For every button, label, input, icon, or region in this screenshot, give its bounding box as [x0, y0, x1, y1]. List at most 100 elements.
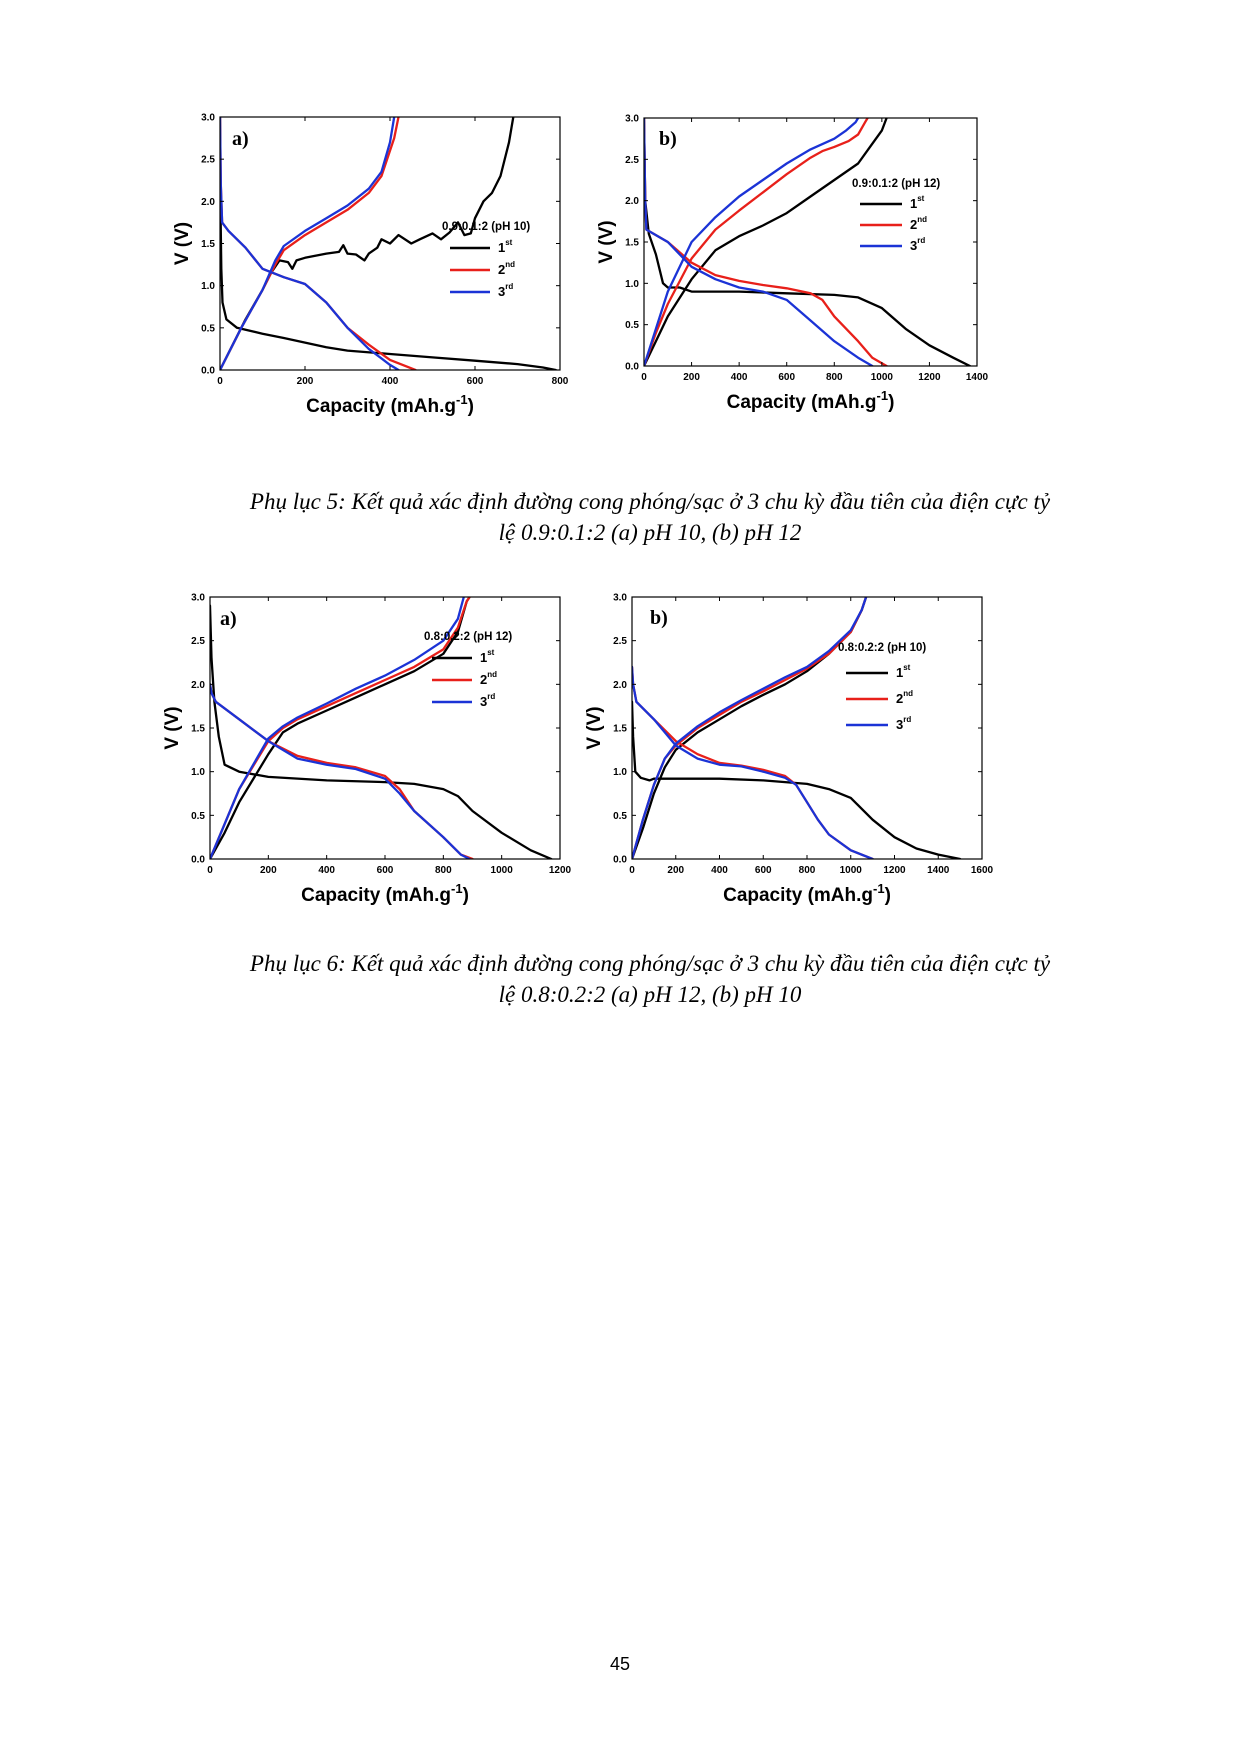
x-tick-label: 800: [435, 865, 452, 876]
legend-label-sup: nd: [917, 215, 927, 224]
legend-label-num: 3: [910, 238, 917, 253]
series-group: [210, 597, 553, 859]
y-tick-label: 3.0: [625, 114, 639, 125]
x-tick-label: 600: [377, 865, 394, 876]
caption-phu-luc-5-line2: lệ 0.9:0.1:2 (a) pH 10, (b) pH 12: [498, 520, 802, 545]
legend-label-num: 1: [498, 240, 505, 255]
series-group: [632, 597, 962, 859]
x-axis-title-sup: -1: [873, 881, 885, 896]
y-tick-label: 2.0: [201, 197, 215, 208]
y-axis-title: V (V): [172, 222, 193, 265]
legend-label-sup: st: [903, 663, 910, 672]
legend-label-sup: rd: [487, 692, 495, 701]
x-tick-label: 600: [755, 865, 772, 876]
series-2-discharge-line: [644, 118, 888, 366]
x-axis-title-main: Capacity (mAh.g: [301, 885, 451, 906]
series-3-discharge-line: [220, 117, 400, 370]
series-3-discharge-line: [632, 665, 874, 859]
x-axis-title: Capacity (mAh.g-1): [301, 881, 469, 906]
legend-label-num: 2: [480, 672, 487, 687]
legend-label-sup: rd: [505, 282, 513, 291]
series-3-charge-line: [220, 117, 396, 370]
y-axis-title: V (V): [162, 706, 183, 749]
legend-label-2: 2nd: [896, 689, 913, 706]
x-tick-label: 1200: [549, 865, 572, 876]
y-tick-label: 1.0: [613, 767, 627, 778]
legend-label-sup: nd: [505, 260, 515, 269]
x-tick-label: 1200: [918, 372, 941, 383]
legend-title: 0.9:0.1:2 (pH 12): [852, 178, 940, 190]
legend-label-num: 2: [896, 691, 903, 706]
legend-label-3: 3rd: [498, 282, 513, 299]
y-tick-label: 2.0: [191, 680, 205, 691]
legend-title: 0.9:0.1:2 (pH 10): [442, 221, 530, 233]
plot-frame: [643, 117, 978, 367]
legend-label-1: 1st: [498, 238, 513, 255]
x-tick-label: 1200: [883, 865, 906, 876]
series-1-discharge-line: [632, 700, 962, 859]
y-tick-label: 3.0: [613, 593, 627, 604]
x-axis-title-main: Capacity (mAh.g: [723, 885, 873, 906]
x-tick-label: 800: [552, 376, 569, 387]
x-tick-label: 1000: [491, 865, 514, 876]
y-tick-label: 2.5: [625, 155, 639, 166]
legend-label-num: 1: [896, 665, 903, 680]
y-tick-label: 2.0: [613, 680, 627, 691]
x-tick-label: 1400: [927, 865, 950, 876]
series-1-charge-line: [220, 117, 515, 370]
series-1-discharge-line: [644, 118, 972, 366]
x-axis-title-sup: -1: [456, 392, 468, 407]
panel-label: b): [650, 607, 668, 629]
chart-6b: 0 200 400 600 800 1000 1200 1400 1600 0.0 0.5 1.0 1.…: [584, 593, 994, 907]
legend-title: 0.8:0.2:2 (pH 12): [424, 631, 512, 643]
x-axis-title: Capacity (mAh.g-1): [306, 392, 474, 417]
caption-phu-luc-6-line2: lệ 0.8:0.2:2 (a) pH 12, (b) pH 10: [498, 982, 802, 1007]
y-tick-label: 0.0: [625, 362, 639, 373]
y-axis-title: V (V): [596, 220, 617, 263]
y-tick-label: 2.0: [625, 196, 639, 207]
y-tick-label: 3.0: [191, 593, 205, 604]
legend-label-num: 2: [498, 262, 505, 277]
legend-label-1: 1st: [480, 648, 495, 665]
x-axis-title-end: ): [468, 396, 474, 417]
y-tick-label: 3.0: [201, 113, 215, 124]
legend-label-num: 3: [498, 284, 505, 299]
y-tick-label: 2.5: [191, 636, 205, 647]
y-tick-label: 0.0: [201, 366, 215, 377]
legend-label-sup: rd: [903, 715, 911, 724]
x-tick-label: 800: [799, 865, 816, 876]
caption-phu-luc-6: Phụ lục 6: Kết quả xác định đường cong p…: [150, 948, 1150, 1010]
x-tick-label: 1000: [871, 372, 894, 383]
y-tick-label: 1.5: [201, 239, 215, 250]
x-axis-title-sup: -1: [451, 881, 463, 896]
x-tick-label: 200: [683, 372, 700, 383]
y-axis-title: V (V): [584, 706, 605, 749]
caption-phu-luc-6-line1: Phụ lục 6: Kết quả xác định đường cong p…: [249, 951, 1051, 976]
x-tick-label: 1000: [840, 865, 863, 876]
series-3-discharge-line: [210, 683, 471, 859]
legend-label-num: 3: [896, 717, 903, 732]
y-tick-label: 1.0: [191, 767, 205, 778]
legend-label-1: 1st: [896, 663, 911, 680]
x-tick-label: 1400: [966, 372, 989, 383]
y-tick-label: 0.5: [191, 811, 205, 822]
legend-label-num: 1: [910, 196, 917, 211]
series-2-charge-line: [220, 117, 400, 370]
series-1-charge-line: [632, 597, 868, 859]
legend-label-sup: nd: [487, 670, 497, 679]
legend-label-sup: rd: [917, 236, 925, 245]
plot-frame: [631, 596, 983, 860]
panel-label: a): [232, 128, 249, 150]
series-1-discharge-line: [210, 604, 553, 859]
y-tick-label: 0.0: [191, 855, 205, 866]
series-2-charge-line: [644, 118, 869, 366]
y-tick-label: 2.5: [613, 636, 627, 647]
x-tick-label: 400: [318, 865, 335, 876]
y-tick-label: 0.5: [201, 323, 215, 334]
legend-label-3: 3rd: [910, 236, 925, 253]
legend-label-2: 2nd: [480, 670, 497, 687]
legend-label-sup: st: [505, 238, 512, 247]
series-1-charge-line: [210, 597, 471, 859]
y-tick-label: 2.5: [201, 155, 215, 166]
x-tick-label: 200: [667, 865, 684, 876]
